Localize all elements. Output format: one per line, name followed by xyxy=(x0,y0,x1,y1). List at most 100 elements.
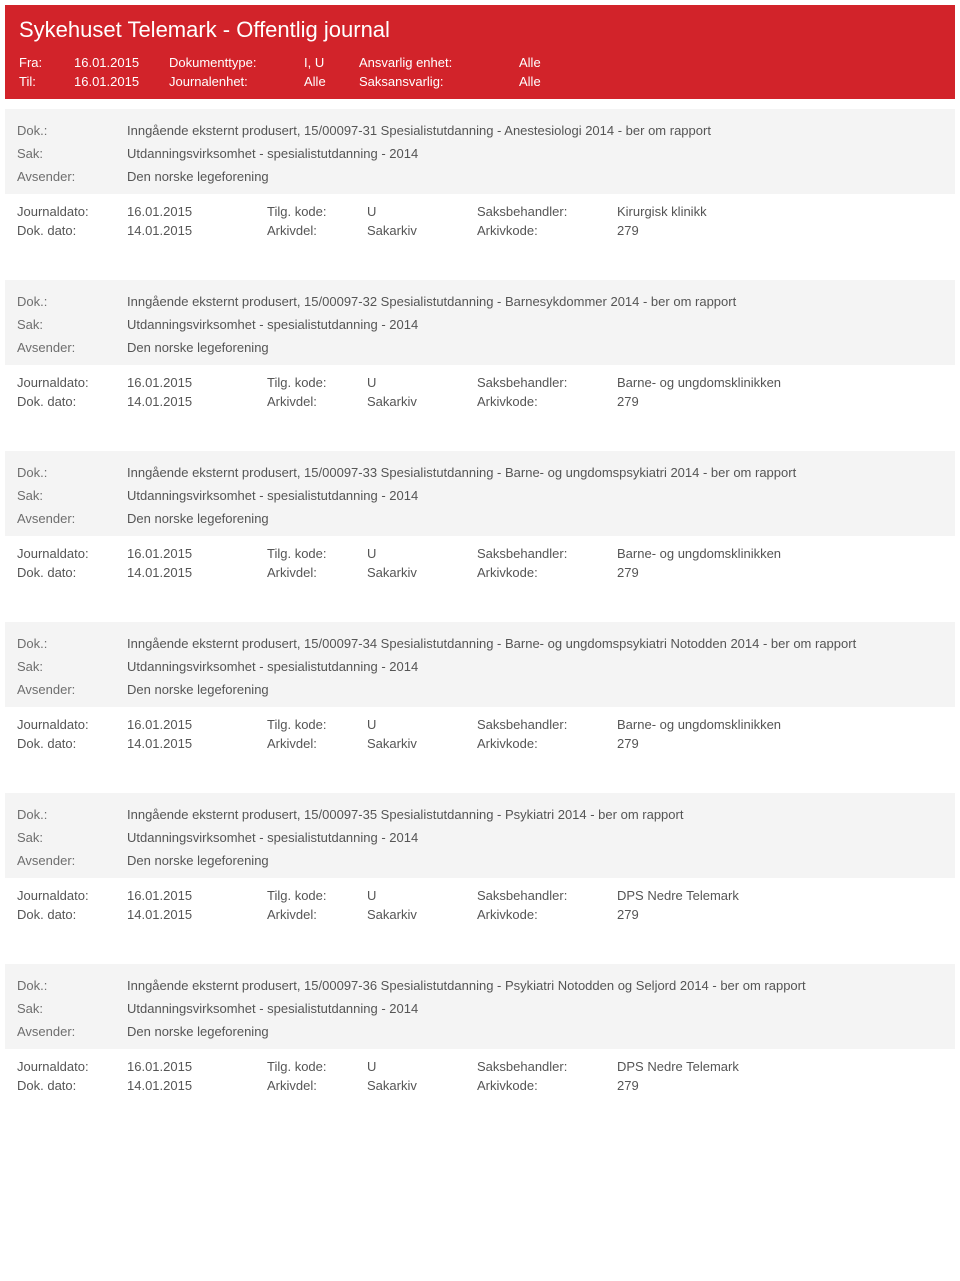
journaldato-value: 16.01.2015 xyxy=(127,1059,267,1074)
arkivkode-label: Arkivkode: xyxy=(477,736,617,751)
arkivkode-label: Arkivkode: xyxy=(477,907,617,922)
dokdato-label: Dok. dato: xyxy=(17,1078,127,1093)
dokdato-value: 14.01.2015 xyxy=(127,907,267,922)
sak-label: Sak: xyxy=(17,1001,127,1016)
sak-label: Sak: xyxy=(17,830,127,845)
entries-list: Dok.:Inngående eksternt produsert, 15/00… xyxy=(0,109,960,1095)
saksbehandler-value: DPS Nedre Telemark xyxy=(617,888,943,903)
sak-label: Sak: xyxy=(17,146,127,161)
avsender-value: Den norske legeforening xyxy=(127,1024,943,1039)
journaldato-label: Journaldato: xyxy=(17,888,127,903)
avsender-value: Den norske legeforening xyxy=(127,340,943,355)
arkivkode-value: 279 xyxy=(617,565,943,580)
arkivkode-label: Arkivkode: xyxy=(477,565,617,580)
journal-entry: Dok.:Inngående eksternt produsert, 15/00… xyxy=(5,451,955,582)
fra-label: Fra: xyxy=(19,55,74,70)
arkivkode-value: 279 xyxy=(617,223,943,238)
tilgkode-value: U xyxy=(367,375,477,390)
tilgkode-label: Tilg. kode: xyxy=(267,888,367,903)
arkivdel-value: Sakarkiv xyxy=(367,907,477,922)
journal-entry: Dok.:Inngående eksternt produsert, 15/00… xyxy=(5,622,955,753)
fra-date: 16.01.2015 xyxy=(74,55,169,70)
dokdato-label: Dok. dato: xyxy=(17,907,127,922)
tilgkode-label: Tilg. kode: xyxy=(267,1059,367,1074)
entry-head: Dok.:Inngående eksternt produsert, 15/00… xyxy=(5,109,955,194)
sak-value: Utdanningsvirksomhet - spesialistutdanni… xyxy=(127,1001,943,1016)
dokdato-value: 14.01.2015 xyxy=(127,223,267,238)
entry-body: Journaldato: 16.01.2015 Tilg. kode: U Sa… xyxy=(5,365,955,411)
tilgkode-label: Tilg. kode: xyxy=(267,204,367,219)
journaldato-value: 16.01.2015 xyxy=(127,546,267,561)
arkivdel-label: Arkivdel: xyxy=(267,223,367,238)
journal-entry: Dok.:Inngående eksternt produsert, 15/00… xyxy=(5,280,955,411)
arkivdel-label: Arkivdel: xyxy=(267,736,367,751)
saksbehandler-label: Saksbehandler: xyxy=(477,546,617,561)
avsender-value: Den norske legeforening xyxy=(127,169,943,184)
arkivdel-value: Sakarkiv xyxy=(367,1078,477,1093)
sak-label: Sak: xyxy=(17,317,127,332)
entry-body: Journaldato: 16.01.2015 Tilg. kode: U Sa… xyxy=(5,878,955,924)
journal-entry: Dok.:Inngående eksternt produsert, 15/00… xyxy=(5,793,955,924)
banner-row-1: Fra: 16.01.2015 Dokumenttype: I, U Ansva… xyxy=(19,53,941,72)
arkivkode-value: 279 xyxy=(617,907,943,922)
sak-label: Sak: xyxy=(17,488,127,503)
dok-value: Inngående eksternt produsert, 15/00097-3… xyxy=(127,978,943,993)
til-label: Til: xyxy=(19,74,74,89)
journaldato-label: Journaldato: xyxy=(17,204,127,219)
saksbehandler-value: Barne- og ungdomsklinikken xyxy=(617,546,943,561)
arkivkode-value: 279 xyxy=(617,1078,943,1093)
dokdato-value: 14.01.2015 xyxy=(127,1078,267,1093)
entry-head: Dok.:Inngående eksternt produsert, 15/00… xyxy=(5,793,955,878)
ansvarlig-enhet-val: Alle xyxy=(519,55,941,70)
doktype-val: I, U xyxy=(304,55,359,70)
dok-value: Inngående eksternt produsert, 15/00097-3… xyxy=(127,465,943,480)
saksansvarlig-val: Alle xyxy=(519,74,941,89)
dokdato-value: 14.01.2015 xyxy=(127,565,267,580)
tilgkode-value: U xyxy=(367,888,477,903)
entry-head: Dok.:Inngående eksternt produsert, 15/00… xyxy=(5,964,955,1049)
avsender-label: Avsender: xyxy=(17,169,127,184)
avsender-value: Den norske legeforening xyxy=(127,853,943,868)
sak-value: Utdanningsvirksomhet - spesialistutdanni… xyxy=(127,830,943,845)
doktype-label: Dokumenttype: xyxy=(169,55,304,70)
avsender-label: Avsender: xyxy=(17,853,127,868)
journaldato-label: Journaldato: xyxy=(17,375,127,390)
dok-label: Dok.: xyxy=(17,807,127,822)
dok-value: Inngående eksternt produsert, 15/00097-3… xyxy=(127,636,943,651)
dokdato-label: Dok. dato: xyxy=(17,394,127,409)
arkivdel-value: Sakarkiv xyxy=(367,394,477,409)
dok-label: Dok.: xyxy=(17,294,127,309)
dok-value: Inngående eksternt produsert, 15/00097-3… xyxy=(127,807,943,822)
tilgkode-label: Tilg. kode: xyxy=(267,546,367,561)
journal-entry: Dok.:Inngående eksternt produsert, 15/00… xyxy=(5,109,955,240)
entry-head: Dok.:Inngående eksternt produsert, 15/00… xyxy=(5,451,955,536)
avsender-label: Avsender: xyxy=(17,1024,127,1039)
tilgkode-value: U xyxy=(367,717,477,732)
sak-value: Utdanningsvirksomhet - spesialistutdanni… xyxy=(127,659,943,674)
arkivkode-value: 279 xyxy=(617,394,943,409)
avsender-label: Avsender: xyxy=(17,511,127,526)
dokdato-label: Dok. dato: xyxy=(17,565,127,580)
dok-value: Inngående eksternt produsert, 15/00097-3… xyxy=(127,123,943,138)
sak-label: Sak: xyxy=(17,659,127,674)
arkivkode-value: 279 xyxy=(617,736,943,751)
saksbehandler-value: Barne- og ungdomsklinikken xyxy=(617,717,943,732)
dokdato-value: 14.01.2015 xyxy=(127,394,267,409)
dok-value: Inngående eksternt produsert, 15/00097-3… xyxy=(127,294,943,309)
journaldato-value: 16.01.2015 xyxy=(127,204,267,219)
journaldato-value: 16.01.2015 xyxy=(127,375,267,390)
saksbehandler-label: Saksbehandler: xyxy=(477,204,617,219)
sak-value: Utdanningsvirksomhet - spesialistutdanni… xyxy=(127,488,943,503)
dok-label: Dok.: xyxy=(17,978,127,993)
avsender-label: Avsender: xyxy=(17,340,127,355)
dokdato-value: 14.01.2015 xyxy=(127,736,267,751)
arkivdel-label: Arkivdel: xyxy=(267,907,367,922)
journaldato-label: Journaldato: xyxy=(17,546,127,561)
arkivkode-label: Arkivkode: xyxy=(477,223,617,238)
sak-value: Utdanningsvirksomhet - spesialistutdanni… xyxy=(127,317,943,332)
tilgkode-label: Tilg. kode: xyxy=(267,375,367,390)
avsender-value: Den norske legeforening xyxy=(127,682,943,697)
arkivdel-label: Arkivdel: xyxy=(267,565,367,580)
entry-head: Dok.:Inngående eksternt produsert, 15/00… xyxy=(5,622,955,707)
journaldato-label: Journaldato: xyxy=(17,717,127,732)
